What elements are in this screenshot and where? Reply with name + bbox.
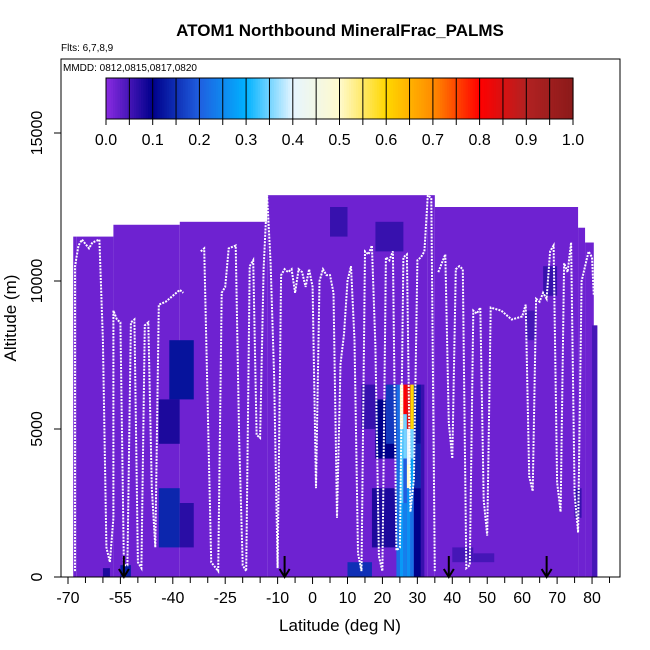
y-tick-label: 0 (29, 572, 46, 581)
y-tick-label: 15000 (29, 111, 46, 156)
heat-cell-5 (102, 568, 110, 577)
coverage-column-7 (578, 227, 586, 577)
x-tick-label: 0 (308, 590, 317, 607)
coverage-column-8 (585, 242, 594, 577)
heat-cell-34 (525, 310, 537, 341)
heat-cell-6 (347, 562, 372, 577)
colorbar-tick-label: 0.9 (515, 132, 537, 149)
heat-cell-32 (375, 221, 404, 252)
heat-cell-24 (410, 458, 414, 489)
heat-cell-29 (420, 384, 425, 577)
coverage-column-5 (427, 195, 435, 577)
colorbar-tick-label: 0.3 (235, 132, 257, 149)
heat-cell-0 (169, 340, 194, 400)
colorbar-frame (105, 77, 574, 120)
heat-cell-30 (385, 384, 397, 444)
heat-cell-36 (473, 553, 495, 563)
y-axis: 0 5000 10000 15000 (29, 111, 61, 581)
x-tick-label: 70 (548, 590, 566, 607)
x-tick-label: -10 (266, 590, 289, 607)
x-tick-label: 20 (374, 590, 392, 607)
x-axis: -70 -55 -40 -25 -10 0 10 20 30 40 50 60 70 80 (56, 577, 611, 607)
flights-label: Flts: 6,7,8,9 (61, 43, 114, 54)
x-tick-label: -55 (109, 590, 132, 607)
heat-cell-27 (413, 384, 421, 444)
flight-track-2 (437, 241, 595, 571)
colorbar-tick-label: 1.0 (562, 132, 584, 149)
heat-cell-22 (410, 384, 414, 429)
coverage-column-1 (76, 236, 114, 577)
heat-cell-7 (371, 488, 397, 548)
colorbar-tick-label: 0.2 (188, 132, 210, 149)
heatmap-layer (73, 195, 598, 578)
heat-cell-13 (399, 503, 404, 577)
heat-cell-16 (403, 458, 407, 503)
colorbar-tick-label: 0.7 (422, 132, 444, 149)
x-axis-label: Latitude (deg N) (279, 616, 401, 635)
heat-cell-15 (403, 414, 407, 459)
heat-cell-10 (396, 384, 400, 577)
heat-cell-20 (406, 464, 411, 489)
x-tick-label: -70 (56, 590, 79, 607)
heat-cell-37 (574, 488, 582, 518)
heat-cell-38 (592, 325, 598, 577)
x-tick-label: 80 (583, 590, 601, 607)
heat-cell-17 (403, 503, 407, 577)
x-tick-label: 10 (339, 590, 357, 607)
x-tick-label: 50 (478, 590, 496, 607)
coverage-column-3 (179, 221, 268, 578)
x-tick-label: 30 (408, 590, 426, 607)
x-tick-label: -40 (161, 590, 184, 607)
heat-cell-25 (410, 488, 414, 577)
chart-title: ATOM1 Northbound MineralFrac_PALMS (176, 21, 504, 40)
colorbar-tick-label: 0.6 (375, 132, 397, 149)
heat-cell-28 (413, 488, 421, 577)
flight-track-0 (74, 237, 184, 572)
heat-cell-35 (452, 547, 474, 563)
flight-tracks (74, 193, 595, 575)
colorbar-tick-label: 0.4 (282, 132, 304, 149)
x-tick-label: 60 (513, 590, 531, 607)
colorbar-tick-label: 0.8 (468, 132, 490, 149)
heat-cell-9 (361, 384, 376, 429)
heat-cell-2 (158, 488, 180, 548)
heat-cell-33 (543, 266, 558, 296)
flight-track-1 (200, 193, 436, 575)
heat-cell-23 (410, 429, 414, 459)
dates-label: MMDD: 0812,0815,0817,0820 (63, 63, 197, 74)
heat-cell-3 (179, 503, 194, 548)
colorbar-tick-label: 0.1 (142, 132, 164, 149)
y-tick-label: 10000 (29, 259, 46, 304)
heat-cell-31 (330, 207, 348, 237)
heat-cell-21 (406, 488, 411, 577)
colorbar: 0.0 0.1 0.2 0.3 0.4 0.5 0.6 0.7 0.8 0.9 1.0 (95, 77, 584, 149)
heat-cell-18 (406, 384, 411, 429)
heat-cell-26 (413, 443, 421, 489)
colorbar-tick-label: 0.5 (328, 132, 350, 149)
colorbar-tick-label: 0.0 (95, 132, 117, 149)
x-tick-label: -25 (214, 590, 237, 607)
plot-frame (60, 58, 621, 578)
heat-cell-14 (403, 384, 407, 415)
y-tick-label: 5000 (29, 411, 46, 447)
heat-cell-1 (158, 399, 180, 444)
y-axis-label: Altitude (m) (1, 275, 20, 362)
heat-cell-4 (120, 565, 131, 577)
x-tick-label: 40 (443, 590, 461, 607)
